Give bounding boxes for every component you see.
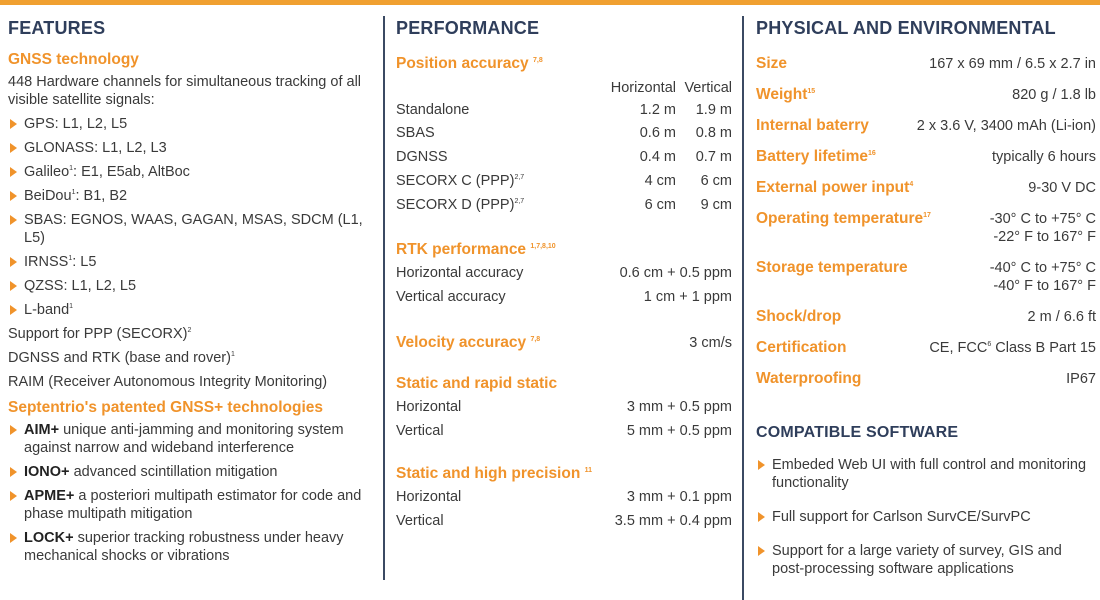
- tech-item-iono: IONO+ advanced scintillation mitigation: [8, 463, 374, 481]
- table-row: Vertical 3.5 mm + 0.4 ppm: [396, 513, 732, 529]
- bullet-arrow-icon: [10, 191, 17, 201]
- static-rapid-heading: Static and rapid static: [396, 375, 558, 392]
- rtk-performance-heading: RTK performance 1,7,8,10: [396, 241, 556, 258]
- software-item: Embeded Web UI with full control and mon…: [756, 456, 1096, 492]
- bullet-arrow-icon: [10, 491, 17, 501]
- gnss-technology-heading: GNSS technology: [8, 51, 139, 68]
- velocity-accuracy-row: Velocity accuracy 7,8 3 cm/s: [396, 334, 732, 351]
- bullet-arrow-icon: [10, 167, 17, 177]
- table-row: SBAS 0.6 m 0.8 m: [396, 125, 732, 141]
- column-divider: [742, 16, 744, 600]
- spec-row-size: Size 167 x 69 mm / 6.5 x 2.7 in: [756, 55, 1096, 72]
- software-item: Full support for Carlson SurvCE/SurvPC: [756, 508, 1096, 526]
- table-row: DGNSS 0.4 m 0.7 m: [396, 149, 732, 165]
- spec-row-power: External power input4 9-30 V DC: [756, 179, 1096, 196]
- table-row: Horizontal 3 mm + 0.5 ppm: [396, 399, 732, 415]
- static-high-precision-heading: Static and high precision 11: [396, 465, 593, 482]
- spec-row-certification: Certification CE, FCC6 Class B Part 15: [756, 339, 1096, 356]
- spec-row-weight: Weight15 820 g / 1.8 lb: [756, 86, 1096, 103]
- spec-row-shock: Shock/drop 2 m / 6.6 ft: [756, 308, 1096, 325]
- bullet-arrow-icon: [10, 143, 17, 153]
- bullet-arrow-icon: [758, 460, 765, 470]
- signal-item: BeiDou1: B1, B2: [8, 187, 374, 205]
- bullet-arrow-icon: [10, 467, 17, 477]
- signal-item: QZSS: L1, L2, L5: [8, 277, 374, 295]
- raim-text: RAIM (Receiver Autonomous Integrity Moni…: [8, 374, 328, 390]
- spec-row-battery: Internal baterry 2 x 3.6 V, 3400 mAh (Li-…: [756, 117, 1096, 134]
- table-row: Horizontal 3 mm + 0.1 ppm: [396, 489, 732, 505]
- tech-item-apme: APME+ a posteriori multipath estimator f…: [8, 487, 374, 523]
- ppp-support-text: Support for PPP (SECORX)2: [8, 326, 192, 342]
- spec-row-operating-temp: Operating temperature17 -30° C to +75° C-…: [756, 210, 1096, 245]
- top-accent-bar: [0, 0, 1100, 5]
- bullet-arrow-icon: [10, 305, 17, 315]
- gnss-plus-heading: Septentrio's patented GNSS+ technologies: [8, 399, 324, 416]
- column-divider: [383, 16, 385, 580]
- software-item: Support for a large variety of survey, G…: [756, 542, 1096, 578]
- gnss-intro: 448 Hardware channels for simultaneous t…: [8, 74, 362, 108]
- bullet-arrow-icon: [10, 215, 17, 225]
- signal-item: Galileo1: E1, E5ab, AltBoc: [8, 163, 374, 181]
- bullet-arrow-icon: [10, 281, 17, 291]
- physical-heading: PHYSICAL AND ENVIRONMENTAL: [756, 18, 1056, 38]
- table-row: SECORX C (PPP)2,7 4 cm 6 cm: [396, 173, 732, 189]
- position-accuracy-heading: Position accuracy 7,8: [396, 55, 543, 72]
- table-row: Standalone 1.2 m 1.9 m: [396, 102, 732, 118]
- spec-row-battery-lifetime: Battery lifetime16 typically 6 hours: [756, 148, 1096, 165]
- performance-column: PERFORMANCE Position accuracy 7,8 Horizo…: [396, 18, 732, 533]
- bullet-arrow-icon: [10, 533, 17, 543]
- signal-item: GPS: L1, L2, L5: [8, 115, 374, 133]
- table-row: Vertical 5 mm + 0.5 ppm: [396, 423, 732, 439]
- position-table-header: Horizontal Vertical: [610, 80, 732, 96]
- bullet-arrow-icon: [758, 512, 765, 522]
- table-row: SECORX D (PPP)2,7 6 cm 9 cm: [396, 197, 732, 213]
- tech-item-aim: AIM+ unique anti-jamming and monitoring …: [8, 421, 374, 457]
- bullet-arrow-icon: [10, 257, 17, 267]
- signal-item: GLONASS: L1, L2, L3: [8, 139, 374, 157]
- spec-row-storage-temp: Storage temperature -40° C to +75° C -40° …: [756, 259, 1096, 294]
- features-heading: FEATURES: [8, 18, 106, 38]
- dgnss-rtk-text: DGNSS and RTK (base and rover)1: [8, 350, 235, 366]
- bullet-arrow-icon: [10, 119, 17, 129]
- bullet-arrow-icon: [758, 546, 765, 556]
- signal-item: L-band1: [8, 301, 374, 319]
- spec-row-waterproofing: Waterproofing IP67: [756, 370, 1096, 387]
- features-column: FEATURES GNSS technology 448 Hardware ch…: [8, 18, 374, 571]
- software-heading: COMPATIBLE SOFTWARE: [756, 424, 959, 441]
- signal-item: SBAS: EGNOS, WAAS, GAGAN, MSAS, SDCM (L1…: [8, 211, 374, 247]
- table-row: Vertical accuracy 1 cm + 1 ppm: [396, 289, 732, 305]
- bullet-arrow-icon: [10, 425, 17, 435]
- signal-item: IRNSS1: L5: [8, 253, 374, 271]
- table-row: Horizontal accuracy 0.6 cm + 0.5 ppm: [396, 265, 732, 281]
- performance-heading: PERFORMANCE: [396, 18, 540, 38]
- physical-column: PHYSICAL AND ENVIRONMENTAL Size 167 x 69 …: [756, 18, 1096, 594]
- tech-item-lock: LOCK+ superior tracking robustness under…: [8, 529, 374, 565]
